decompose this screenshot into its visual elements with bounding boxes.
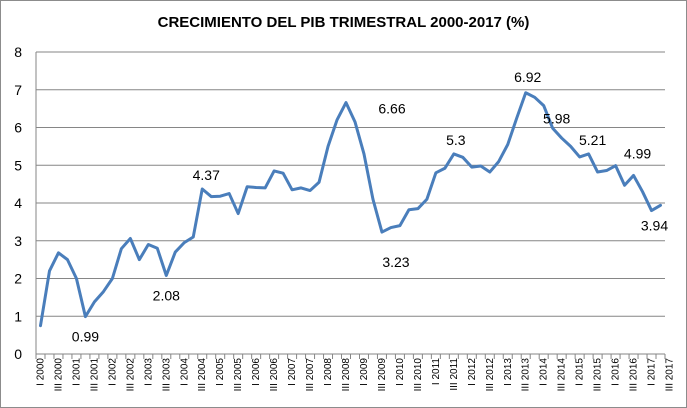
x-tick-label: III 2017	[664, 358, 675, 392]
x-tick-label: I 2014	[539, 358, 550, 386]
y-tick-label: 5	[14, 157, 22, 173]
data-label: 5.3	[446, 132, 466, 148]
x-tick-label: I 2000	[35, 358, 46, 386]
x-tick-label: III 2003	[161, 358, 172, 392]
x-tick-label: III 2006	[269, 358, 280, 392]
x-tick-label: III 2002	[125, 358, 136, 392]
y-tick-label: 6	[14, 120, 22, 136]
x-tick-label: I 2002	[107, 358, 118, 386]
x-tick-label: I 2016	[611, 358, 622, 386]
data-label: 4.37	[193, 167, 220, 183]
x-tick-label: III 2012	[485, 358, 496, 392]
data-label: 4.99	[624, 145, 651, 161]
x-tick-label: III 2016	[629, 358, 640, 392]
y-tick-label: 2	[14, 271, 22, 287]
x-tick-label: I 2015	[575, 358, 586, 386]
y-tick-label: 8	[14, 44, 22, 60]
data-label: 3.23	[382, 254, 409, 270]
x-tick-label: III 2014	[557, 358, 568, 392]
x-tick-label: I 2001	[71, 358, 82, 386]
series-line	[38, 91, 663, 328]
x-tick-label: I 2004	[179, 358, 190, 386]
x-tick-label: I 2011	[431, 358, 442, 385]
x-tick-label: I 2005	[215, 358, 226, 386]
data-label: 6.66	[378, 101, 405, 117]
x-tick-label: III 2005	[233, 358, 244, 392]
data-label: 6.92	[514, 69, 541, 85]
x-tick-label: I 2010	[395, 358, 406, 386]
x-tick-label: I 2012	[467, 358, 478, 386]
x-tick-label: III 2001	[89, 358, 100, 392]
x-tick-label: III 2010	[413, 358, 424, 392]
data-label: 3.94	[641, 217, 668, 233]
x-tick-label: III 2013	[521, 358, 532, 392]
x-tick-label: III 2011	[449, 358, 460, 391]
x-tick-label: I 2008	[323, 358, 334, 386]
x-tick-label: III 2009	[377, 358, 388, 392]
x-tick-label: III 2007	[305, 358, 316, 392]
x-tick-label: III 2000	[53, 358, 64, 392]
x-tick-label: I 2007	[287, 358, 298, 386]
y-tick-label: 0	[14, 346, 22, 362]
x-tick-label: I 2017	[647, 358, 658, 386]
x-tick-label: III 2015	[593, 358, 604, 392]
y-tick-label: 1	[14, 308, 22, 324]
y-tick-label: 3	[14, 233, 22, 249]
x-tick-label: I 2013	[503, 358, 514, 386]
data-label: 0.99	[72, 329, 99, 345]
x-tick-label: I 2003	[143, 358, 154, 386]
data-label: 5.21	[579, 132, 606, 148]
data-label: 2.08	[153, 287, 180, 303]
x-tick-label: III 2004	[197, 358, 208, 392]
data-label: 5.98	[543, 110, 570, 126]
x-tick-label: I 2009	[359, 358, 370, 386]
x-tick-label: III 2008	[341, 358, 352, 392]
y-tick-label: 7	[14, 82, 22, 98]
y-tick-label: 4	[14, 195, 22, 211]
chart-title: CRECIMIENTO DEL PIB TRIMESTRAL 2000-2017…	[157, 14, 530, 31]
x-tick-label: I 2006	[251, 358, 262, 386]
